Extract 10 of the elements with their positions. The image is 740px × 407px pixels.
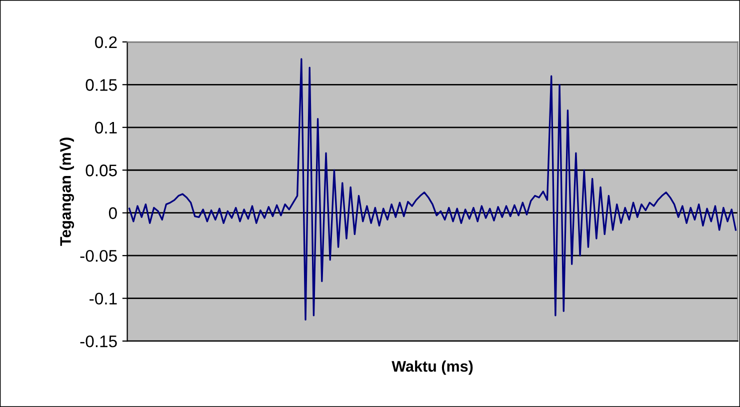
y-tick-label: 0.2 [95,36,117,48]
x-axis-title: Waktu (ms) [392,360,473,375]
y-tick-label: -0.05 [80,250,117,262]
y-tick-label: 0.15 [86,79,117,91]
y-tick-label: -0.15 [80,335,117,348]
y-tick-label: 0.1 [95,122,117,134]
y-tick-label: 0.05 [86,164,117,176]
y-tick-label: 0 [108,207,117,220]
y-tick-label: -0.1 [90,292,117,305]
y-axis-title: Tegangan (mV) [60,138,74,246]
